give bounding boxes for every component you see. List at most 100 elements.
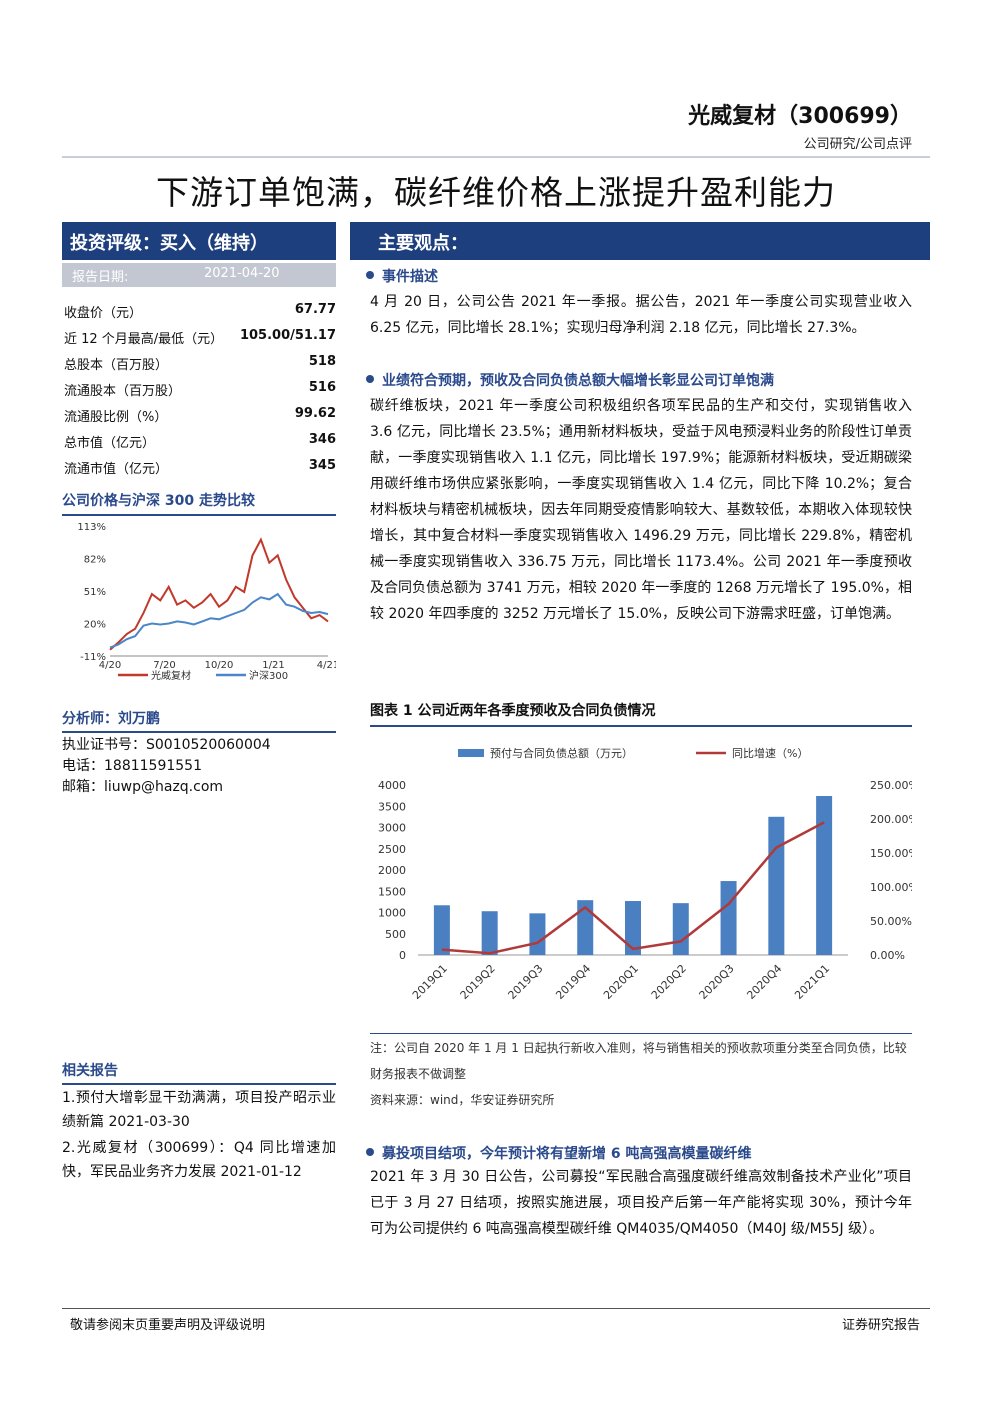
stat-value: 99.62	[294, 406, 336, 421]
figure-source: 资料来源：wind，华安证券研究所	[370, 1093, 555, 1107]
section-heading: 事件描述	[366, 266, 438, 286]
y-tick-label: 20%	[84, 620, 106, 631]
report-date-label: 报告日期:	[72, 270, 129, 285]
bullet-icon	[366, 1148, 374, 1156]
stat-label: 流通股比例（%）	[64, 410, 168, 425]
stat-value: 105.00/51.17	[239, 328, 336, 343]
x-tick-label: 2020Q1	[601, 962, 641, 1002]
y-right-tick-label: 50.00%	[870, 915, 912, 928]
analyst-name: 分析师：刘万鹏	[62, 708, 336, 733]
bullet-icon	[366, 271, 374, 279]
legend-swatch	[458, 749, 484, 757]
y-tick-label: 113%	[77, 522, 106, 533]
figure-title: 图表 1 公司近两年各季度预收及合同负债情况	[370, 700, 912, 727]
analyst-email: 邮箱：liuwp@hazq.com	[62, 779, 224, 795]
price-comparison-chart: 113% 82% 51% 20% -11%4/20 7/20 10/20 1/21 4/21 光威…	[77, 522, 336, 682]
company-title: 光威复材（300699）	[688, 104, 912, 129]
x-tick-label: 2020Q2	[649, 962, 689, 1002]
section-body: 4 月 20 日，公司公告 2021 年一季报。据公告，2021 年一季度公司实…	[370, 294, 912, 336]
bar	[768, 816, 785, 955]
main-views-title: 主要观点：	[350, 222, 930, 260]
series-line	[109, 537, 329, 651]
y-tick-label: 51%	[84, 587, 106, 598]
footer-label: 证券研究报告	[841, 1318, 920, 1333]
bar	[433, 905, 450, 955]
series-line	[109, 592, 329, 649]
stat-value: 518	[308, 354, 336, 369]
legend-label: 同比增速（%）	[732, 746, 808, 760]
section-heading: 募投项目结项，今年预计将有望新增 6 吨高强高模量碳纤维	[366, 1143, 752, 1163]
stat-row: 总市值（亿元） 346	[62, 430, 336, 452]
related-reports-title: 相关报告	[62, 1060, 336, 1085]
x-tick-label: 2019Q4	[553, 962, 593, 1002]
stat-value: 67.77	[294, 302, 336, 317]
headline: 下游订单饱满，碳纤维价格上涨提升盈利能力	[156, 173, 836, 212]
y-right-tick-label: 0.00%	[870, 949, 905, 962]
report-date-bar: 报告日期: 2021-04-20	[62, 263, 336, 287]
bar	[529, 913, 546, 955]
y-left-tick-label: 3000	[378, 822, 406, 835]
section-heading-text: 募投项目结项，今年预计将有望新增 6 吨高强高模量碳纤维	[382, 1146, 752, 1162]
contract-liabilities-chart: 预付与合同负债总额（万元） 同比增速（%） 4000 3500 3000 2500 2000…	[378, 746, 912, 1002]
x-tick-label: 2020Q4	[744, 962, 784, 1002]
x-tick-label: 2021Q1	[792, 962, 832, 1002]
section-heading-text: 事件描述	[382, 269, 438, 285]
y-tick-label: -11%	[80, 652, 106, 663]
stat-value: 345	[308, 458, 336, 473]
x-tick-label: 2019Q1	[410, 962, 450, 1002]
section-heading: 业绩符合预期，预收及合同负债总额大幅增长彰显公司订单饱满	[366, 370, 774, 390]
header-divider	[62, 156, 930, 158]
section-body: 碳纤维板块，2021 年一季度公司积极组织各项军民品的生产和交付，实现销售收入 …	[370, 398, 912, 622]
y-left-tick-label: 2000	[378, 864, 406, 877]
figure-divider	[370, 1033, 912, 1034]
related-report-item[interactable]: 2.光威复材（300699）：Q4 同比增速加快，军民品业务齐力发展 2021-…	[62, 1140, 336, 1180]
related-report-item[interactable]: 1.预付大增彰显干劲满满，项目投产昭示业绩新篇 2021-03-30	[62, 1090, 336, 1130]
bar	[720, 881, 737, 955]
stat-row: 流通市值（亿元） 345	[62, 456, 336, 478]
stat-label: 收盘价（元）	[64, 306, 143, 321]
bullet-icon	[366, 375, 374, 383]
stat-row: 收盘价（元） 67.77	[62, 300, 336, 322]
stat-label: 近 12 个月最高/最低（元）	[64, 332, 224, 347]
y-right-tick-label: 250.00%	[870, 779, 912, 792]
x-tick-label: 10/20	[205, 660, 234, 671]
legend-label: 预付与合同负债总额（万元）	[490, 746, 633, 760]
y-right-tick-label: 200.00%	[870, 813, 912, 826]
report-type: 公司研究/公司点评	[803, 137, 912, 152]
section-body: 2021 年 3 月 30 日公告，公司募投“军民融合高强度碳纤维高效制备技术产…	[370, 1169, 912, 1237]
bar	[625, 901, 641, 955]
bar	[816, 796, 833, 955]
section-heading-text: 业绩符合预期，预收及合同负债总额大幅增长彰显公司订单饱满	[382, 373, 774, 389]
footer-divider	[62, 1308, 930, 1309]
stat-label: 总市值（亿元）	[64, 436, 156, 451]
analyst-cert: 执业证书号：S0010520060004	[62, 737, 271, 753]
stat-row: 流通股比例（%） 99.62	[62, 404, 336, 426]
y-left-tick-label: 0	[399, 949, 406, 962]
y-tick-label: 82%	[84, 555, 106, 566]
y-left-tick-label: 1000	[378, 907, 406, 920]
price-chart-title: 公司价格与沪深 300 走势比较	[62, 490, 336, 516]
bar	[481, 911, 498, 955]
stat-label: 流通股本（百万股）	[64, 384, 182, 399]
stat-label: 总股本（百万股）	[64, 358, 169, 373]
x-tick-label: 2019Q3	[506, 962, 546, 1002]
y-left-tick-label: 1500	[378, 885, 406, 898]
report-date-value: 2021-04-20	[204, 266, 280, 281]
figure-note: 注：公司自 2020 年 1 月 1 日起执行新收入准则，将与销售相关的预收款项…	[370, 1041, 907, 1081]
analyst-phone: 电话：18811591551	[62, 758, 202, 774]
stat-row: 流通股本（百万股） 516	[62, 378, 336, 400]
stat-label: 流通市值（亿元）	[64, 462, 169, 477]
y-left-tick-label: 3500	[378, 800, 406, 813]
y-left-tick-label: 500	[385, 928, 406, 941]
x-tick-label: 4/20	[99, 660, 121, 671]
legend-label: 光威复材	[151, 669, 191, 682]
footer-disclaimer: 敬请参阅末页重要声明及评级说明	[70, 1318, 266, 1333]
y-right-tick-label: 150.00%	[870, 847, 912, 860]
stat-row: 总股本（百万股） 518	[62, 352, 336, 374]
y-left-tick-label: 2500	[378, 843, 406, 856]
bar	[672, 903, 689, 955]
x-tick-label: 7/20	[153, 660, 175, 671]
x-tick-label: 2020Q3	[697, 962, 737, 1002]
stat-value: 346	[308, 432, 336, 447]
y-left-tick-label: 4000	[378, 779, 406, 792]
